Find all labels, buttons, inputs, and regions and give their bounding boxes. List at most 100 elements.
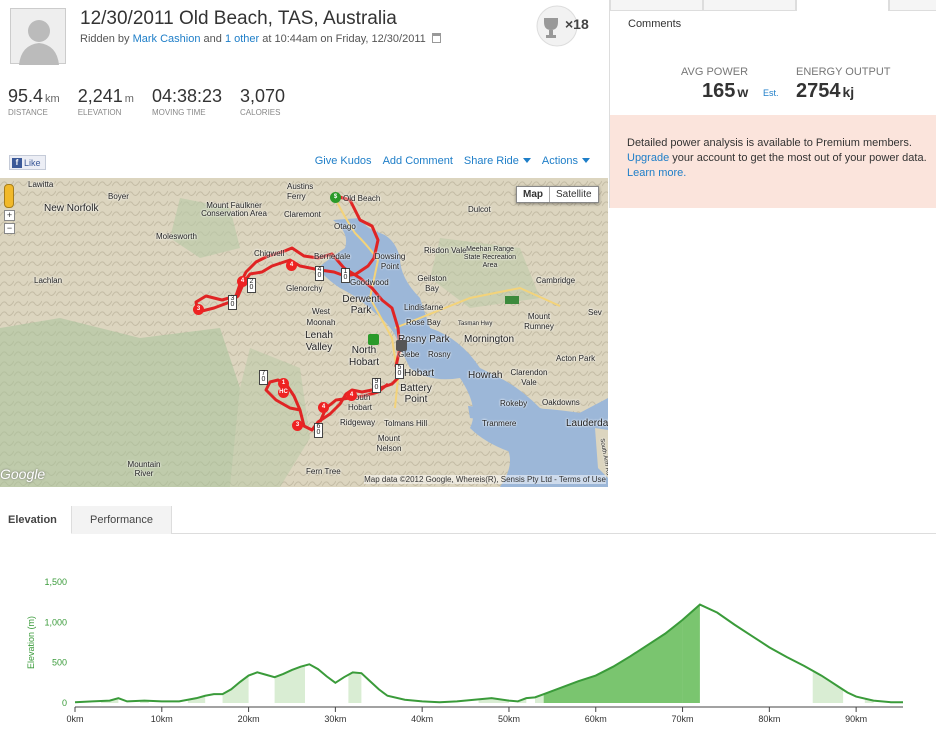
- map-place: Rosny Park: [398, 334, 450, 345]
- x-tick-label: 40km: [411, 714, 433, 724]
- route-map[interactable]: Lawitta Boyer New Norfolk Mount Faulkner…: [0, 178, 608, 487]
- map-place: North Hobart: [348, 345, 379, 368]
- map-place: New Norfolk: [44, 203, 99, 214]
- map-place: Dowsing Point: [374, 252, 406, 271]
- avg-power-value: 165 w: [702, 80, 749, 102]
- chart-tabs: Elevation Performance: [0, 506, 936, 534]
- comments-label[interactable]: Comments: [628, 18, 682, 30]
- start-marker[interactable]: $: [330, 192, 341, 203]
- tab-performance[interactable]: Performance: [72, 506, 172, 534]
- premium-text: Detailed power analysis is available to …: [627, 137, 912, 149]
- upgrade-rest: your account to get the most out of your…: [669, 152, 927, 164]
- route-marker[interactable]: 4: [346, 390, 357, 401]
- climb-segment: [535, 694, 544, 703]
- map-place: Howrah: [468, 370, 503, 381]
- elevation-line: [74, 603, 903, 704]
- stat-value: 04:38:23: [151, 86, 223, 106]
- ride-stats: 95.4 km Distance 2,241 m Elevation 04:38:2…: [8, 86, 303, 117]
- x-tick-label: 20km: [238, 714, 260, 724]
- y-tick-label: 500: [52, 658, 67, 668]
- elevation-chart[interactable]: 0 500 1,000 1,500 0km 10km 20km 30km 40km 50km 60k…: [0, 560, 936, 748]
- tab-2[interactable]: [703, 0, 797, 11]
- map-place: South Hobart: [347, 393, 372, 412]
- right-panel: Comments AVG POWER 165 w Est. ENERGY OUTP…: [609, 0, 936, 208]
- share-ride-dropdown[interactable]: Share Ride: [464, 155, 531, 167]
- route-marker[interactable]: 3: [292, 420, 303, 431]
- trophy-icon[interactable]: [530, 4, 584, 48]
- avg-power-label: AVG POWER: [681, 66, 749, 78]
- climb-segment: [812, 670, 844, 703]
- climb-segment: [222, 675, 249, 703]
- climb-segment: [543, 619, 683, 703]
- route-marker[interactable]: HC: [278, 387, 289, 398]
- other-riders-link[interactable]: 1 other: [224, 33, 260, 45]
- map-place: Acton Park: [556, 354, 596, 363]
- map-place: Glebe: [398, 350, 420, 359]
- map-place: Claremont: [284, 210, 321, 219]
- map-attribution[interactable]: Map data ©2012 Google, Whereis(R), Sensi…: [364, 475, 606, 484]
- route-marker[interactable]: 1: [278, 378, 289, 389]
- finish-marker[interactable]: [368, 334, 379, 345]
- stat-label: Calories: [240, 108, 281, 117]
- route-marker[interactable]: 4: [237, 276, 248, 287]
- map-place: Boyer: [108, 192, 129, 201]
- like-label: Like: [24, 157, 41, 168]
- calendar-icon[interactable]: [431, 33, 441, 43]
- upgrade-link[interactable]: Upgrade: [627, 152, 670, 164]
- finish-flag-icon[interactable]: [396, 340, 407, 351]
- facebook-like-button[interactable]: f Like: [9, 155, 46, 170]
- route-marker[interactable]: 4: [286, 260, 297, 271]
- map-place: Clarendon Vale: [510, 368, 548, 387]
- google-logo: Google: [0, 466, 46, 482]
- stat-label: Elevation: [77, 108, 122, 117]
- tab-3[interactable]: [796, 0, 890, 11]
- map-place: Molesworth: [156, 232, 197, 241]
- map-place: Tranmere: [482, 419, 517, 428]
- rider-link[interactable]: Mark Cashion: [132, 33, 201, 45]
- route-marker[interactable]: 4: [318, 402, 329, 413]
- map-terrain: [0, 178, 608, 487]
- ride-actions: Give Kudos Add Comment Share Ride Action…: [315, 155, 590, 167]
- map-type-satellite-button[interactable]: Satellite: [556, 189, 592, 200]
- map-place: Rose Bay: [406, 318, 441, 327]
- map-place: Oakdowns: [542, 398, 580, 407]
- map-place: Risdon Vale: [424, 246, 467, 255]
- x-tick-label: 50km: [498, 714, 520, 724]
- map-place: Mountain River: [127, 460, 161, 478]
- tab-4[interactable]: [889, 0, 936, 11]
- learn-more-link[interactable]: Learn more.: [627, 167, 687, 179]
- map-place: Rokeby: [500, 399, 528, 408]
- map-zoom-control: + −: [4, 184, 15, 234]
- zoom-out-button[interactable]: −: [4, 223, 15, 234]
- route-marker[interactable]: 3: [193, 304, 204, 315]
- map-place: Berriedale: [314, 252, 351, 261]
- x-tick-label: 10km: [151, 714, 173, 724]
- give-kudos-link[interactable]: Give Kudos: [314, 155, 372, 167]
- and-text: and: [203, 33, 222, 45]
- map-place: Glenorchy: [286, 284, 323, 293]
- map-place: Tasman Hwy: [458, 321, 493, 327]
- map-place: Ridgeway: [340, 418, 376, 427]
- action-bar: f Like Give Kudos Add Comment Share Ride…: [0, 150, 608, 178]
- map-place: Lachlan: [34, 276, 63, 285]
- add-comment-link[interactable]: Add Comment: [382, 155, 453, 167]
- avatar[interactable]: [10, 8, 66, 65]
- map-type-map-button[interactable]: Map: [517, 187, 550, 202]
- x-tick-label: 90km: [845, 714, 867, 724]
- y-tick-label: 1,000: [44, 617, 67, 627]
- ridden-by-prefix: Ridden by: [80, 33, 130, 45]
- tab-1[interactable]: [610, 0, 704, 11]
- map-place: Otago: [334, 222, 356, 231]
- zoom-in-button[interactable]: +: [4, 210, 15, 221]
- map-place: Goodwood: [350, 278, 389, 287]
- tab-elevation[interactable]: Elevation: [0, 506, 72, 534]
- map-place: Mount Nelson: [376, 434, 402, 453]
- pegman-icon[interactable]: [4, 184, 14, 208]
- actions-dropdown[interactable]: Actions: [542, 155, 590, 167]
- map-place: Derwent Park: [342, 294, 380, 316]
